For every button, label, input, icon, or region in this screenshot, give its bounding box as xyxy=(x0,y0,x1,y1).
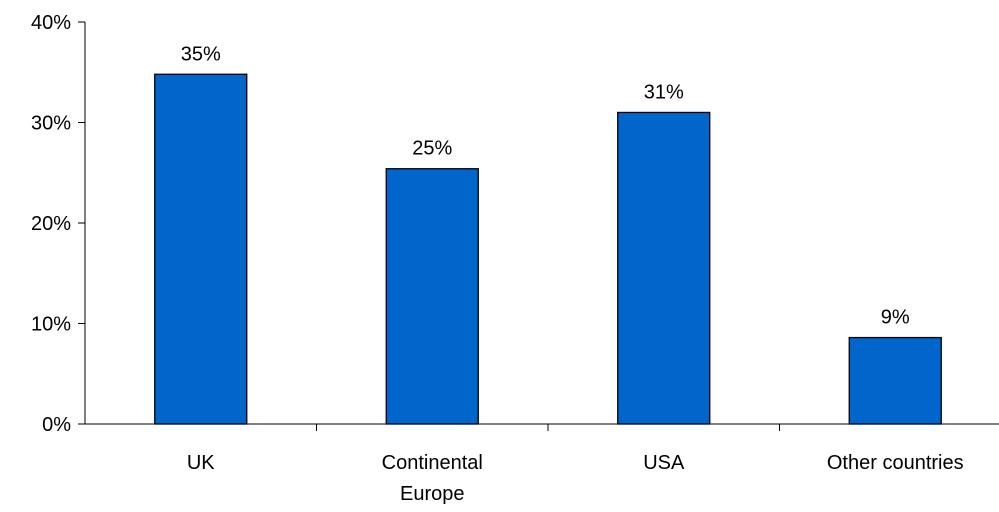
data-label: 31% xyxy=(644,81,684,103)
y-tick-label: 10% xyxy=(31,314,71,336)
y-tick-label: 0% xyxy=(42,414,71,436)
data-label: 35% xyxy=(181,43,221,65)
bar xyxy=(385,168,479,425)
y-tick-label: 40% xyxy=(31,12,71,34)
y-tick-label: 30% xyxy=(31,113,71,135)
x-tick-label: UK xyxy=(187,452,215,474)
bar xyxy=(848,336,942,425)
data-label: 9% xyxy=(881,307,910,329)
data-label: 25% xyxy=(412,138,452,160)
bar xyxy=(617,111,711,425)
y-tick-label: 20% xyxy=(31,213,71,235)
x-tick-label: Other countries xyxy=(827,452,964,474)
x-tick-label: Continental xyxy=(382,452,483,474)
bar xyxy=(154,73,248,425)
x-tick-label: Europe xyxy=(400,483,465,505)
x-tick-label: USA xyxy=(643,452,685,474)
